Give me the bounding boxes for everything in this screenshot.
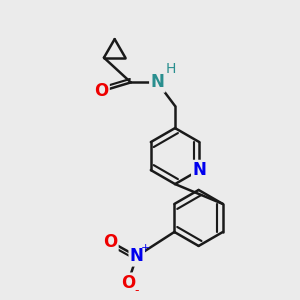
Text: N: N: [130, 247, 144, 265]
Text: N: N: [192, 161, 206, 179]
Text: O: O: [103, 232, 117, 250]
Text: H: H: [166, 61, 176, 76]
Text: +: +: [140, 243, 150, 253]
Text: N: N: [150, 74, 164, 92]
Text: O: O: [94, 82, 109, 100]
Text: -: -: [134, 284, 138, 298]
Text: O: O: [121, 274, 135, 292]
